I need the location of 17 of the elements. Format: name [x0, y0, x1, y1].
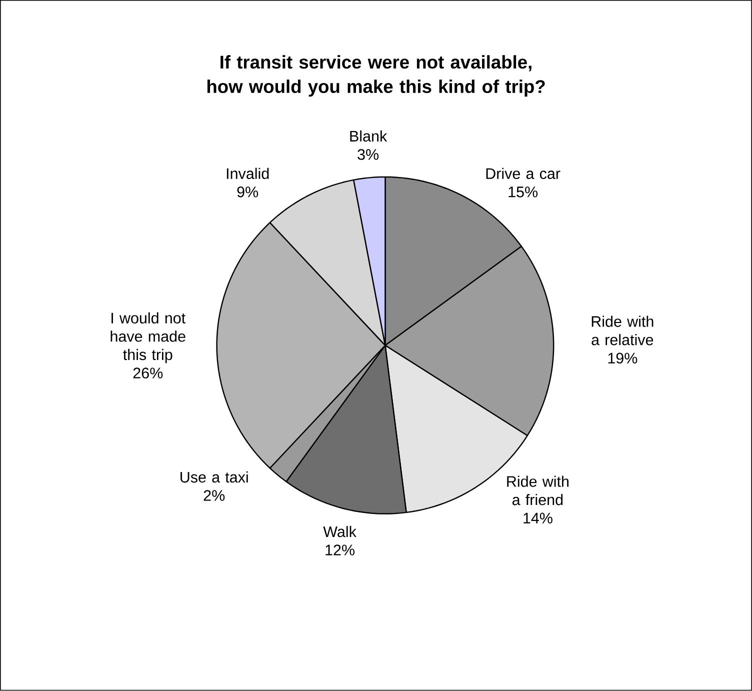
data-label: 14% — [524, 512, 552, 524]
data-label: 2% — [204, 490, 225, 501]
chart-title: If transit service were not available, how would you make this kind of trip? — [207, 55, 545, 97]
slice-label: Drive a car — [486, 168, 560, 180]
data-label: 26% — [133, 368, 163, 379]
slice-label: I would not have made this trip — [110, 312, 186, 364]
slice-label: Ride with a friend — [507, 476, 568, 506]
slice-label: Invalid — [226, 168, 269, 180]
slice-label: Blank — [350, 130, 388, 142]
data-label: 19% — [608, 352, 638, 364]
data-label: 12% — [326, 544, 354, 556]
data-label: 15% — [508, 186, 538, 198]
slice-label: Use a taxi — [180, 472, 248, 483]
slice-label: Ride with a relative — [592, 316, 654, 346]
slice-label: Walk — [323, 526, 356, 538]
data-label: 3% — [358, 149, 379, 160]
data-label: 9% — [237, 186, 258, 198]
